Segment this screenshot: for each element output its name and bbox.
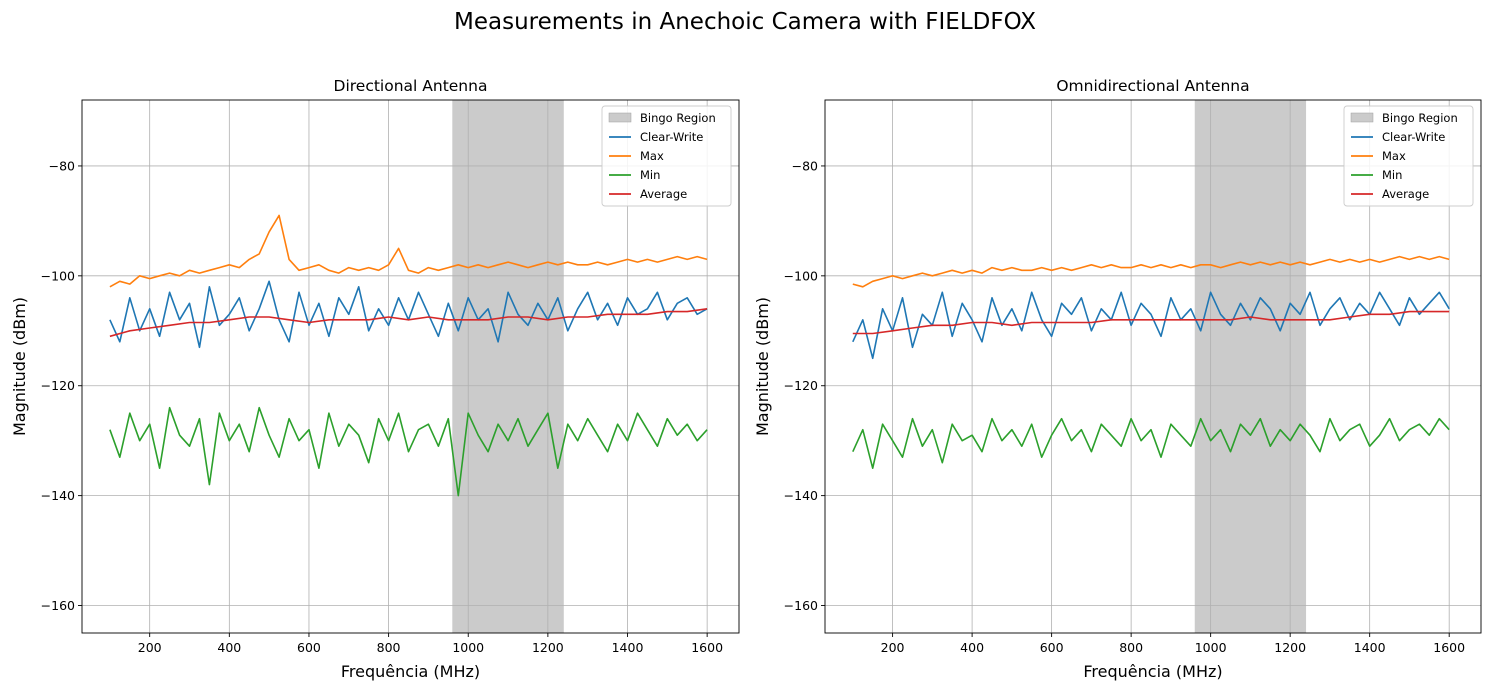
y-tick-label: −140 [784,488,818,503]
x-tick-label: 1200 [1274,640,1306,655]
legend-label-bingo-region: Bingo Region [640,111,716,125]
x-axis-label: Frequência (MHz) [1083,662,1222,681]
x-tick-label: 1400 [612,640,644,655]
chart-title: Directional Antenna [334,77,488,95]
series-line-average [109,308,708,338]
legend-swatch-bingo-region [1350,112,1374,123]
y-tick-label: −80 [792,158,818,173]
legend-label-bingo-region: Bingo Region [1382,111,1458,125]
y-tick-label: −80 [49,158,75,173]
axes-frame [81,99,740,634]
legend-label-min: Min [640,168,660,182]
axes-group: 200 400 600 800 1000 1200 1400 1600 −160 −140 −120… [10,77,1482,681]
x-tick-label: 200 [138,640,162,655]
x-tick-label: 400 [960,640,984,655]
legend-box [601,105,732,207]
legend-label-average: Average [640,187,687,201]
x-tick-label: 600 [297,640,321,655]
x-tick-label: 1600 [1433,640,1465,655]
legend-box [1343,105,1474,207]
legend-swatch-bingo-region [608,112,632,123]
axes-frame [824,99,1482,634]
x-axis-label: Frequência (MHz) [341,662,480,681]
x-tick-label: 800 [1119,640,1143,655]
x-tick-label: 1000 [1195,640,1227,655]
x-tick-label: 1000 [452,640,484,655]
y-tick-label: −120 [41,378,75,393]
y-tick-label: −120 [784,378,818,393]
legend-label-clear-write: Clear-Write [1382,130,1445,144]
series-group [852,255,1450,469]
x-tick-label: 200 [881,640,905,655]
chart-directional: 200 400 600 800 1000 1200 1400 1600 −160 −140 −120… [10,77,740,681]
y-axis-label: Magnitude (dBm) [10,297,29,436]
legend-label-max: Max [640,149,664,163]
series-line-min [852,417,1450,469]
y-tick-label: −160 [41,598,75,613]
bingo-region-band [452,100,564,633]
y-tick-label: −140 [41,488,75,503]
series-line-min [109,406,708,497]
x-tick-label: 400 [217,640,241,655]
figure-suptitle: Measurements in Anechoic Camera with FIE… [454,9,1036,35]
x-tick-label: 1400 [1354,640,1386,655]
x-tick-label: 1600 [691,640,723,655]
y-tick-label: −100 [784,268,818,283]
legend-label-max: Max [1382,149,1406,163]
legend-label-average: Average [1382,187,1429,201]
chart-omnidirectional: 200 400 600 800 1000 1200 1400 1600 −160 −140 −120… [753,77,1482,681]
chart-title: Omnidirectional Antenna [1056,77,1249,95]
y-axis-label: Magnitude (dBm) [753,297,772,436]
series-line-max [109,214,708,288]
bingo-region-band [1194,100,1307,633]
series-group [109,214,708,497]
legend-label-min: Min [1382,168,1402,182]
y-tick-label: −160 [784,598,818,613]
series-line-average [852,310,1450,335]
legend: Bingo Region Clear-Write Max Min Average [1343,105,1474,207]
x-tick-label: 1200 [532,640,564,655]
x-tick-label: 600 [1040,640,1064,655]
series-line-clear-write [852,291,1450,360]
x-tick-label: 800 [377,640,401,655]
legend-label-clear-write: Clear-Write [640,130,703,144]
legend: Bingo Region Clear-Write Max Min Average [601,105,732,207]
series-line-max [852,255,1450,288]
y-tick-label: −100 [41,268,75,283]
